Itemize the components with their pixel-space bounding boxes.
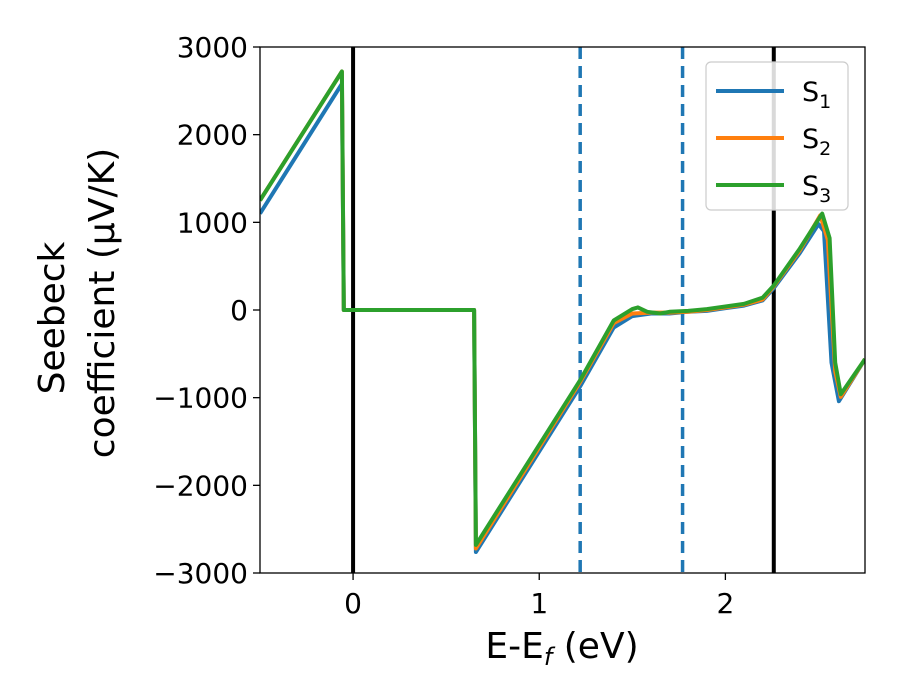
y-axis-title-line2: coefficient (μV/K) (82, 148, 123, 458)
y-tick-label: 2000 (177, 119, 248, 152)
x-tick-label: 2 (716, 587, 734, 620)
y-tick-label: 3000 (177, 31, 248, 64)
legend-label-s1: S1 (802, 77, 831, 113)
legend: S1 S2 S3 (705, 61, 849, 211)
y-tick-label: 0 (230, 294, 248, 327)
axes: 0 1 2 3000 2000 1000 0 −1000 −2000 −3000 (153, 31, 866, 620)
x-axis-title: E-Ef (eV) (485, 626, 638, 671)
legend-label-s3: S3 (802, 171, 831, 207)
y-tick-label: 1000 (177, 206, 248, 239)
y-tick-label: −2000 (153, 469, 248, 502)
x-axis-title-unit: (eV) (552, 626, 638, 667)
y-tick-label: −3000 (153, 557, 248, 590)
y-axis-title-line1: Seebeck (32, 241, 73, 394)
x-tick-label: 0 (344, 587, 362, 620)
x-tick-label: 1 (530, 587, 548, 620)
x-axis-title-main: E-E (485, 626, 543, 667)
series-line-s3 (260, 69, 865, 547)
y-tick-label: −1000 (153, 382, 248, 415)
legend-label-s2: S2 (802, 124, 831, 160)
